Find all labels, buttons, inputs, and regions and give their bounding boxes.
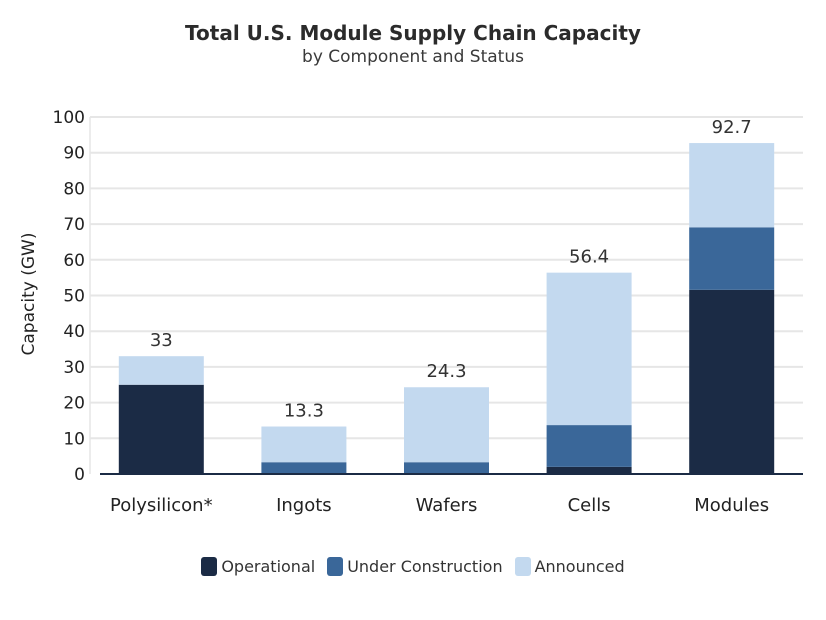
y-tick-label: 50 bbox=[63, 287, 85, 307]
bar-cells-announced bbox=[546, 272, 632, 426]
y-tick-label: 0 bbox=[74, 465, 85, 485]
chart-subtitle: by Component and Status bbox=[302, 47, 524, 67]
bar-cells-operational bbox=[546, 466, 632, 474]
y-tick-label: 80 bbox=[63, 179, 85, 199]
total-label-cells: 56.4 bbox=[569, 247, 609, 268]
y-tick-label: 90 bbox=[63, 144, 85, 164]
x-tick-label-modules: Modules bbox=[694, 495, 769, 516]
legend-label-announced: Announced bbox=[534, 557, 625, 576]
bar-polysilicon-announced bbox=[118, 356, 204, 385]
total-label-ingots: 13.3 bbox=[284, 401, 324, 422]
x-tick-label-polysilicon: Polysilicon* bbox=[110, 495, 213, 516]
bar-cells-under-construction bbox=[546, 425, 632, 467]
bar-ingots-announced bbox=[261, 426, 347, 463]
y-tick-label: 10 bbox=[63, 429, 85, 449]
x-tick-label-cells: Cells bbox=[568, 495, 611, 516]
legend-label-operational: Operational bbox=[221, 557, 316, 576]
legend: Operational Under Construction Announced bbox=[0, 557, 826, 576]
y-tick-label: 70 bbox=[63, 215, 85, 235]
bar-polysilicon-operational bbox=[118, 384, 204, 474]
legend-label-under-construction: Under Construction bbox=[347, 557, 503, 576]
legend-swatch-announced bbox=[514, 557, 531, 576]
y-tick-label: 30 bbox=[63, 358, 85, 378]
legend-item-operational: Operational bbox=[201, 557, 315, 576]
bar-modules-announced bbox=[689, 143, 775, 228]
y-tick-label: 100 bbox=[53, 108, 85, 128]
y-tick-label: 20 bbox=[63, 394, 85, 414]
legend-item-announced: Announced bbox=[514, 557, 625, 576]
legend-swatch-under-construction bbox=[327, 557, 344, 576]
x-tick-label-ingots: Ingots bbox=[276, 495, 332, 516]
legend-swatch-operational bbox=[201, 557, 218, 576]
total-label-wafers: 24.3 bbox=[426, 361, 466, 382]
y-tick-label: 40 bbox=[63, 322, 85, 342]
y-tick-label: 60 bbox=[63, 251, 85, 271]
total-label-modules: 92.7 bbox=[712, 117, 752, 138]
bar-wafers-under-construction bbox=[404, 462, 489, 474]
legend-item-under-construction: Under Construction bbox=[327, 557, 503, 576]
total-label-polysilicon: 33 bbox=[150, 330, 173, 351]
chart-title: Total U.S. Module Supply Chain Capacity bbox=[185, 21, 641, 45]
bar-wafers-announced bbox=[404, 387, 489, 463]
bar-ingots-under-construction bbox=[261, 462, 347, 474]
bar-modules-under-construction bbox=[689, 227, 775, 290]
bar-modules-operational bbox=[689, 289, 775, 474]
x-tick-label-wafers: Wafers bbox=[416, 495, 478, 516]
